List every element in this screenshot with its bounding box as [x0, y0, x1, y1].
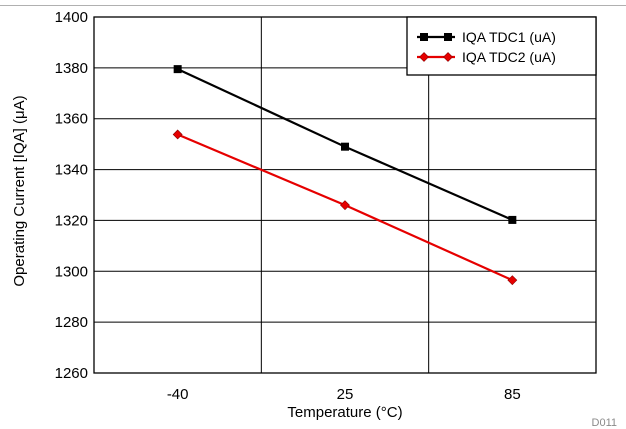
legend-swatch-marker	[444, 33, 452, 41]
legend: IQA TDC1 (uA) IQA TDC2 (uA)	[406, 16, 597, 76]
legend-swatch-marker	[420, 33, 428, 41]
legend-swatch-marker	[443, 52, 453, 62]
y-tick-label: 1260	[55, 365, 88, 382]
y-tick-label: 1280	[55, 314, 88, 331]
series-2-point	[172, 129, 183, 140]
series-1-point	[173, 65, 182, 74]
top-rule	[0, 5, 626, 6]
x-axis-label: Temperature (°C)	[287, 404, 402, 421]
x-tick-label: 25	[337, 386, 354, 403]
series-layer	[172, 65, 518, 286]
series-2	[172, 129, 518, 286]
y-tick-labels: 1260 1280 1300 1320 1340 1360 1380 1400	[55, 9, 88, 382]
series-1-point	[341, 142, 349, 151]
series-2-point	[340, 200, 350, 211]
x-tick-labels: -40 25 85	[167, 386, 521, 403]
y-tick-label: 1380	[55, 60, 88, 77]
y-tick-label: 1400	[55, 9, 88, 26]
series-1-point	[508, 215, 517, 224]
y-tick-label: 1320	[55, 212, 88, 229]
x-tick-label: 85	[504, 386, 521, 403]
plot-frame	[93, 16, 597, 374]
legend-box	[406, 16, 597, 76]
figure-id: D011	[592, 417, 617, 429]
y-tick-label: 1360	[55, 111, 88, 128]
y-tick-label: 1300	[55, 263, 88, 280]
series-1	[173, 65, 517, 224]
legend-label: IQA TDC2 (uA)	[462, 49, 556, 65]
legend-label: IQA TDC1 (uA)	[462, 29, 556, 45]
x-tick-label: -40	[167, 386, 189, 403]
y-axis-label: Operating Current [IQA] (μA)	[11, 95, 28, 286]
y-tick-label: 1340	[55, 162, 88, 179]
legend-swatch-marker	[419, 52, 429, 62]
series-2-point	[507, 275, 518, 286]
